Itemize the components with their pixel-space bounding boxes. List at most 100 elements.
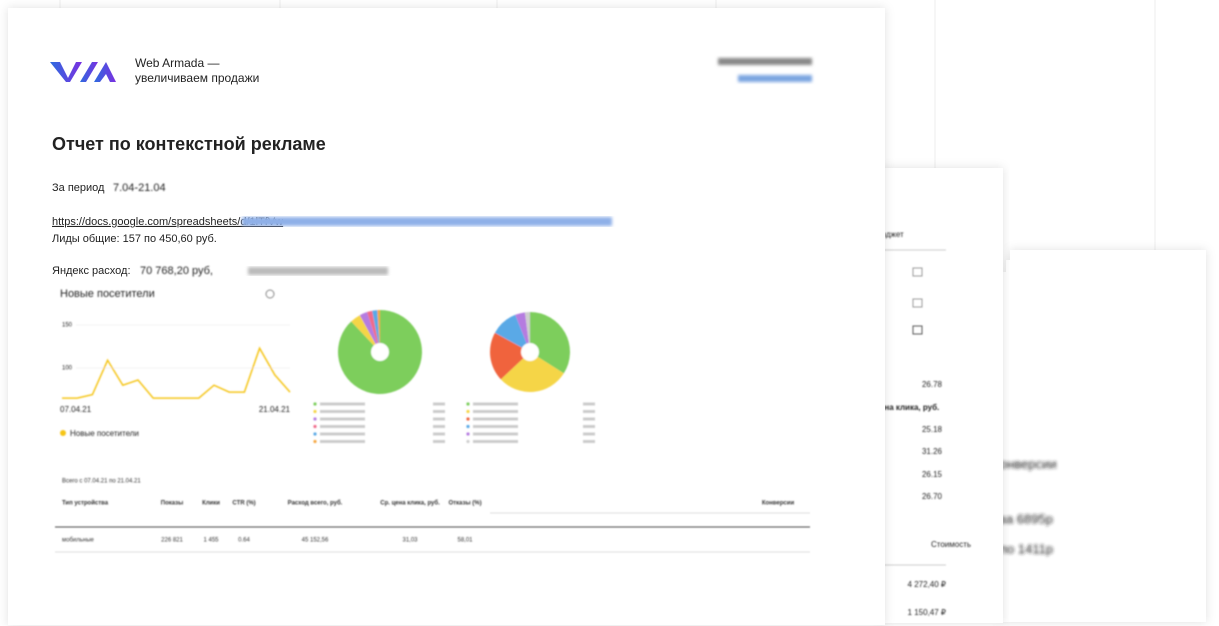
logo: [50, 62, 116, 82]
sheet-link[interactable]: https://docs.google.com/spreadsheets/d/1…: [52, 216, 283, 228]
report-title: Отчет по контекстной рекламе: [52, 134, 326, 154]
report-page: [8, 8, 885, 625]
table-header: Расход всего, руб.: [288, 500, 343, 507]
visitors-legend: Новые посетители: [70, 429, 139, 438]
pie-legend-dot: [466, 402, 470, 406]
pie-slice: [377, 310, 380, 352]
y-tick-label: 150: [62, 323, 73, 329]
side-value: 26.78: [922, 380, 943, 389]
pie-slice: [524, 312, 530, 352]
table-header: Конверсии: [762, 501, 795, 507]
pie-legend-pct: [583, 417, 595, 421]
link-blurred: [242, 217, 612, 226]
pie-legend-dot: [313, 409, 317, 414]
table-header: Клики: [202, 501, 220, 507]
pie-legend-dot: [466, 439, 470, 444]
back-page: онверсии за 6895р по 1411р: [1000, 456, 1057, 556]
brand: Web Armada —: [135, 56, 219, 70]
table-header: Показы: [161, 501, 184, 507]
pie-legend-pct: [433, 410, 445, 413]
pie-legend-text: [320, 410, 365, 413]
side-page-content: юджет цена клика, руб. Стоимость 26.78 25…: [875, 230, 971, 617]
pie-slice: [367, 310, 380, 352]
pie-legend-pct: [433, 425, 445, 428]
pie-legend-dot: [313, 402, 317, 406]
pie-slice: [494, 314, 530, 352]
pie-legend-dot: [313, 417, 317, 421]
table-header: Отказы (%): [448, 501, 481, 507]
pie-legend-text: [320, 402, 365, 406]
pie-slice: [359, 312, 380, 352]
pie-legend-pct: [583, 440, 595, 443]
table: Всего с 07.04.21 по 21.04.21 Тип устройс…: [55, 479, 810, 553]
pie-legend-text: [320, 432, 365, 436]
side-amount: 4 272,40 ₽: [908, 580, 946, 589]
pie-legend-pct: [433, 402, 445, 406]
pie-legend-pct: [433, 440, 445, 443]
pie-legend-text: [473, 440, 518, 443]
spend: 70 768,20 руб,: [140, 265, 213, 277]
side-budget: юджет: [880, 230, 904, 239]
pie-legend-dot: [466, 424, 470, 429]
table-header: Ср. цена клика, руб.: [380, 500, 440, 507]
pie-legend-text: [473, 425, 518, 428]
pie-hole: [521, 343, 539, 361]
x-end: 21.04.21: [259, 405, 291, 414]
pie-legend-pct: [583, 432, 595, 436]
pie-legend-dot: [313, 424, 317, 429]
table-cell: 58,01: [457, 538, 473, 544]
pie-legend-pct: [583, 402, 595, 406]
table-cell: 1 455: [203, 538, 219, 544]
pie-legend-text: [473, 402, 518, 406]
pie-legend-text: [473, 432, 518, 436]
pie-legend-text: [473, 410, 518, 413]
background-lines: [59, 0, 1156, 250]
period-label: За период: [52, 182, 105, 194]
side-value: 25.18: [922, 425, 943, 434]
pie-hole: [371, 343, 389, 361]
pie-legend-dot: [466, 409, 470, 414]
side-page: [878, 168, 1003, 623]
x-start: 07.04.21: [60, 405, 92, 414]
pie-slice: [515, 312, 530, 352]
pie-legend-dot: [313, 439, 317, 444]
period: 7.04-21.04: [113, 182, 166, 194]
pie-slice: [490, 332, 530, 380]
side-value: 31.26: [922, 447, 943, 456]
side-cpc: цена клика, руб.: [875, 403, 939, 412]
pie-legend-pct: [433, 417, 445, 421]
pie-legend-dot: [313, 432, 317, 436]
table-summary: Всего с 07.04.21 по 21.04.21: [62, 479, 141, 485]
spend-label: Яндекс расход:: [52, 265, 131, 277]
settings-icon[interactable]: [265, 289, 275, 299]
side-value: 26.15: [922, 470, 943, 479]
leads: Лиды общие: 157 по 450,60 руб.: [52, 233, 217, 245]
table-cell: 45 152,56: [302, 538, 329, 544]
visitors-line: [62, 346, 291, 399]
pie-slice: [500, 352, 564, 393]
table-cell: мобильные: [62, 538, 95, 544]
table-cell: 226 821: [161, 538, 183, 544]
pie-slice: [372, 310, 380, 352]
back-line: за 6895р: [1000, 511, 1053, 526]
pie-slice: [530, 312, 571, 374]
table-header: Тип устройства: [62, 500, 109, 507]
charts: Новые посетители 07.04.21 21.04.21 Новые…: [60, 288, 571, 438]
side-value: 26.70: [922, 492, 943, 501]
contacts-blurred: [718, 58, 812, 82]
back-conv: онверсии: [1000, 456, 1057, 471]
stacked-pages: [1000, 250, 1206, 622]
pie-legend-text: [473, 417, 518, 421]
pie-legend-text: [320, 425, 365, 428]
back-line: по 1411р: [1000, 541, 1053, 556]
table-header: CTR (%): [232, 501, 255, 507]
legend-dot: [60, 430, 66, 436]
tagline: увеличиваем продажи: [135, 71, 259, 85]
side-amount: 1 150,47 ₽: [908, 608, 946, 617]
pie-legends: [313, 402, 595, 444]
pie-legend-pct: [583, 410, 595, 413]
pie-legend-text: [320, 440, 365, 443]
table-cell: 31,03: [402, 538, 418, 544]
pie-slice: [351, 315, 380, 352]
